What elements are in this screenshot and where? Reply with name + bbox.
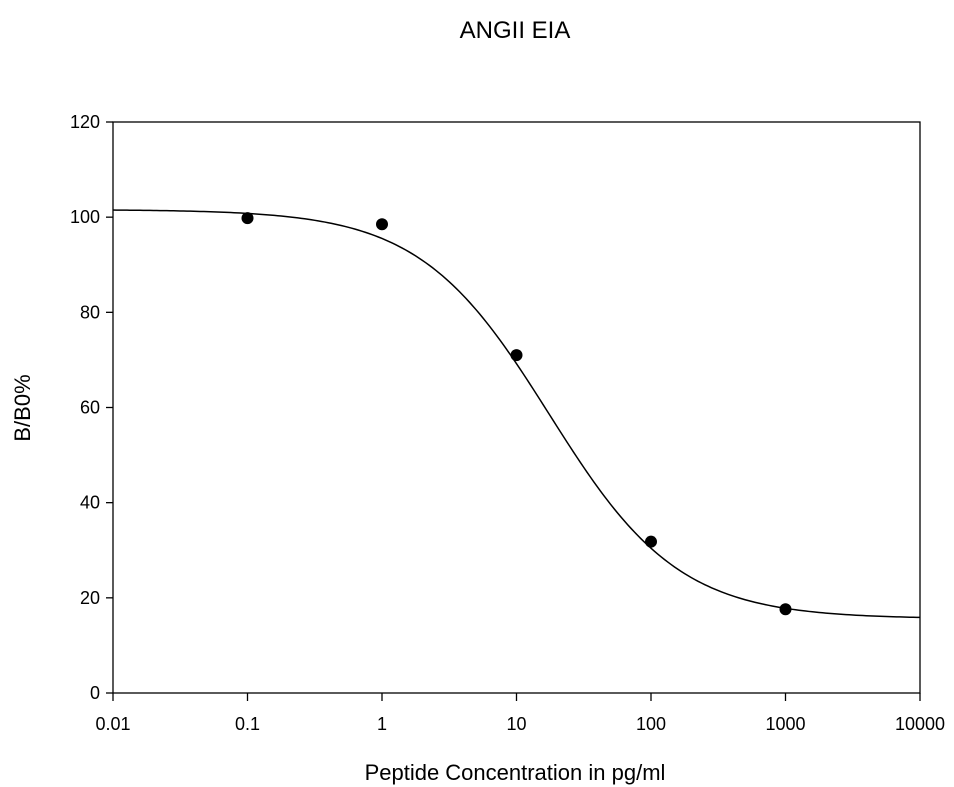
- x-tick-label: 100: [636, 714, 666, 734]
- x-tick-label: 10000: [895, 714, 945, 734]
- chart-title: ANGII EIA: [460, 17, 571, 44]
- data-point: [376, 218, 388, 231]
- y-tick-label: 40: [80, 493, 100, 513]
- plot-frame: [112, 121, 921, 694]
- data-point: [241, 212, 254, 225]
- y-tick-label: 20: [80, 588, 100, 608]
- y-tick-label: 80: [80, 302, 100, 322]
- x-tick-label: 0.01: [95, 714, 130, 734]
- y-tick-label: 0: [90, 683, 100, 703]
- x-tick-label: 1000: [765, 714, 805, 734]
- data-point: [510, 349, 523, 362]
- x-tick-label: 1: [377, 714, 387, 734]
- y-axis: 0 20 40 60 80 100 120: [70, 112, 113, 703]
- x-tick-label: 10: [506, 714, 526, 734]
- x-axis: 0.01 0.1 1 10 100 1000 10000: [95, 693, 945, 734]
- fit-curve: [112, 209, 921, 619]
- y-tick-label: 100: [70, 207, 100, 227]
- y-tick-label: 120: [70, 112, 100, 132]
- x-tick-label: 0.1: [235, 714, 260, 734]
- data-point: [779, 603, 792, 616]
- y-axis-title: B/B0%: [10, 374, 35, 441]
- data-points: [241, 212, 792, 616]
- data-point: [645, 535, 657, 548]
- x-axis-title: Peptide Concentration in pg/ml: [365, 760, 666, 785]
- y-tick-label: 60: [80, 398, 100, 418]
